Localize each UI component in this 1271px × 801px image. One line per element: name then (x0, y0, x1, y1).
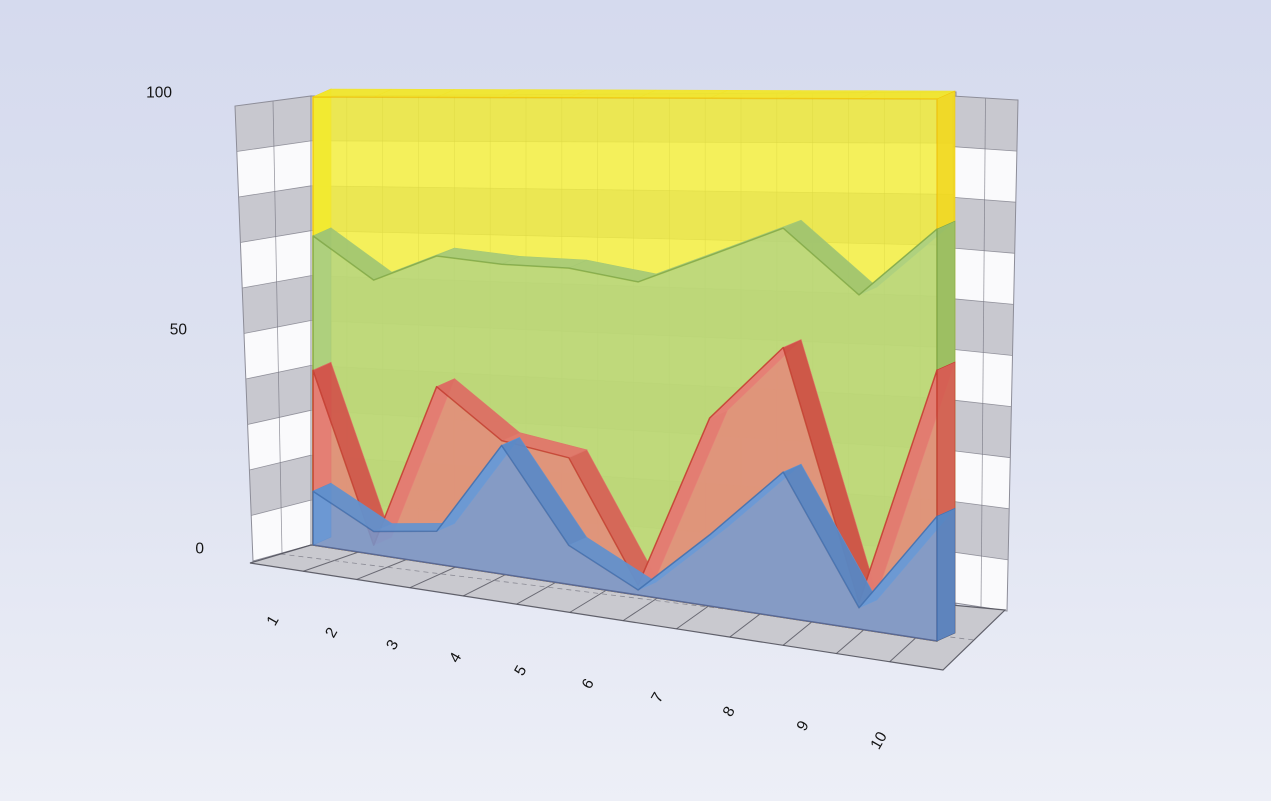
x-axis-category-label: 3 (383, 637, 402, 653)
x-axis-category-label: 2 (322, 625, 341, 641)
x-axis-category-label: 4 (446, 649, 465, 665)
y-axis-labels: 0 50 100 (146, 85, 204, 558)
x-axis-category-label: 1 (264, 613, 283, 629)
x-axis-category-label: 9 (794, 718, 813, 734)
area-series-blue-front-series[interactable] (312, 437, 956, 642)
x-axis-category-label: 5 (511, 663, 530, 679)
y-axis-tick-label: 0 (195, 541, 204, 558)
y-axis-tick-label: 100 (146, 85, 172, 102)
x-axis-category-label: 8 (720, 704, 739, 720)
x-axis-category-label: 10 (867, 729, 891, 753)
x-axis-category-label: 7 (648, 690, 667, 706)
left-wall (234, 95, 312, 562)
right-wall (952, 95, 1019, 612)
y-axis-tick-label: 50 (170, 322, 188, 339)
x-axis-category-label: 6 (579, 676, 598, 692)
